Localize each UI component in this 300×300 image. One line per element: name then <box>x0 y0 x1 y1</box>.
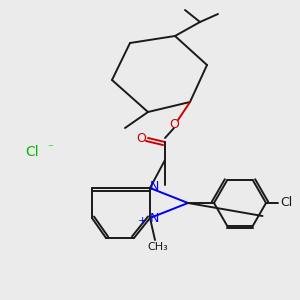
Text: CH₃: CH₃ <box>148 242 168 252</box>
Text: N: N <box>149 181 159 194</box>
Text: ⁻: ⁻ <box>47 143 53 153</box>
Text: Cl: Cl <box>280 196 292 209</box>
Text: O: O <box>169 118 179 130</box>
Text: O: O <box>136 131 146 145</box>
Text: Cl: Cl <box>25 145 39 159</box>
Text: N: N <box>149 212 159 226</box>
Text: +: + <box>137 216 147 226</box>
